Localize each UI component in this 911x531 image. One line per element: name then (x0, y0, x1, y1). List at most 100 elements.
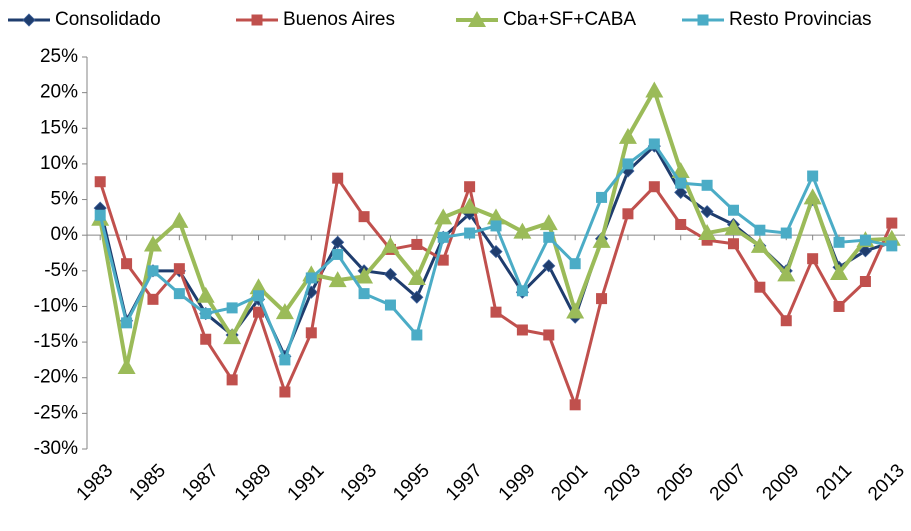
marker (487, 208, 505, 225)
marker (143, 235, 162, 252)
marker (539, 214, 558, 231)
y-tick-label: -20% (34, 367, 78, 388)
marker (701, 179, 713, 191)
y-tick-label: 10% (40, 153, 78, 174)
x-tick-label: 2005 (653, 460, 698, 505)
x-tick-label: 1997 (442, 460, 487, 505)
marker (592, 231, 611, 248)
y-tick-label: 20% (40, 82, 78, 103)
marker (622, 208, 634, 220)
marker (223, 328, 242, 345)
y-tick-label: -25% (34, 402, 78, 423)
marker (275, 303, 294, 320)
marker (803, 188, 822, 205)
marker (858, 244, 872, 258)
marker (754, 224, 766, 236)
marker (251, 14, 263, 26)
marker (328, 271, 347, 288)
x-tick-label: 2013 (864, 460, 909, 505)
marker (253, 306, 265, 318)
x-tick-label: 1993 (336, 460, 381, 505)
marker (648, 138, 660, 150)
marker (780, 315, 792, 327)
marker (698, 224, 717, 241)
legend-label: Buenos Aires (283, 9, 395, 30)
x-tick-label: 2009 (759, 460, 804, 505)
marker (886, 217, 898, 229)
marker (411, 329, 423, 341)
x-tick-label: 1991 (284, 460, 329, 505)
marker (596, 191, 608, 203)
marker (859, 234, 871, 246)
legend-label: Cba+SF+CABA (503, 9, 636, 30)
marker (200, 333, 212, 345)
y-tick-label: 0% (51, 224, 79, 245)
marker (833, 236, 845, 248)
marker (648, 181, 660, 193)
marker (94, 209, 106, 221)
marker (147, 293, 159, 305)
legend-label: Consolidado (55, 9, 161, 30)
marker (279, 354, 291, 366)
marker (355, 267, 374, 284)
marker (750, 236, 769, 253)
y-tick-label: -5% (44, 260, 78, 281)
marker (170, 211, 189, 228)
marker (94, 176, 106, 188)
marker (410, 290, 424, 304)
marker (675, 177, 687, 189)
marker (358, 211, 370, 223)
marker (490, 306, 502, 318)
marker (780, 227, 792, 239)
marker (305, 327, 317, 339)
marker (489, 245, 503, 259)
marker (543, 329, 555, 341)
marker (468, 11, 486, 27)
marker (331, 235, 345, 249)
marker (147, 265, 159, 277)
marker (886, 240, 898, 252)
marker (332, 248, 344, 260)
marker (434, 208, 453, 225)
marker (569, 399, 581, 411)
marker (411, 238, 423, 250)
marker (279, 386, 291, 398)
marker (596, 293, 608, 305)
marker (332, 172, 344, 184)
y-tick-label: -30% (34, 438, 78, 459)
marker (460, 197, 479, 214)
marker (407, 268, 426, 285)
marker (777, 265, 796, 282)
y-tick-label: -10% (34, 295, 78, 316)
marker (569, 258, 581, 270)
x-tick-label: 2007 (706, 460, 751, 505)
marker (173, 288, 185, 300)
marker (727, 238, 739, 250)
marker (675, 218, 687, 230)
marker (490, 220, 502, 232)
marker (249, 278, 268, 295)
marker (121, 317, 133, 329)
marker (645, 81, 664, 98)
marker (121, 258, 133, 270)
marker (700, 205, 714, 219)
marker (22, 13, 36, 27)
marker (305, 272, 317, 284)
marker (437, 231, 449, 243)
marker (196, 286, 215, 303)
marker (516, 285, 528, 297)
x-tick-label: 1987 (178, 460, 223, 505)
marker (724, 219, 743, 236)
marker (253, 290, 265, 302)
marker (807, 253, 819, 265)
marker (674, 185, 688, 199)
marker (807, 170, 819, 182)
x-tick-label: 2003 (600, 460, 645, 505)
marker (859, 276, 871, 288)
y-tick-label: 25% (40, 46, 78, 67)
marker (383, 267, 398, 281)
marker (226, 302, 238, 314)
marker (622, 158, 634, 170)
x-tick-label: 1985 (125, 460, 170, 505)
marker (381, 236, 400, 253)
